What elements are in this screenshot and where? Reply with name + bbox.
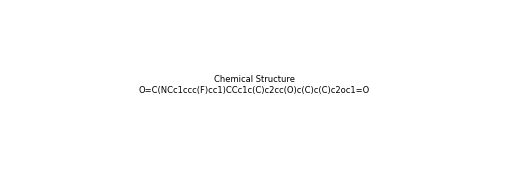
- Text: Chemical Structure
O=C(NCc1ccc(F)cc1)CCc1c(C)c2cc(O)c(C)c(C)c2oc1=O: Chemical Structure O=C(NCc1ccc(F)cc1)CCc…: [138, 75, 370, 95]
